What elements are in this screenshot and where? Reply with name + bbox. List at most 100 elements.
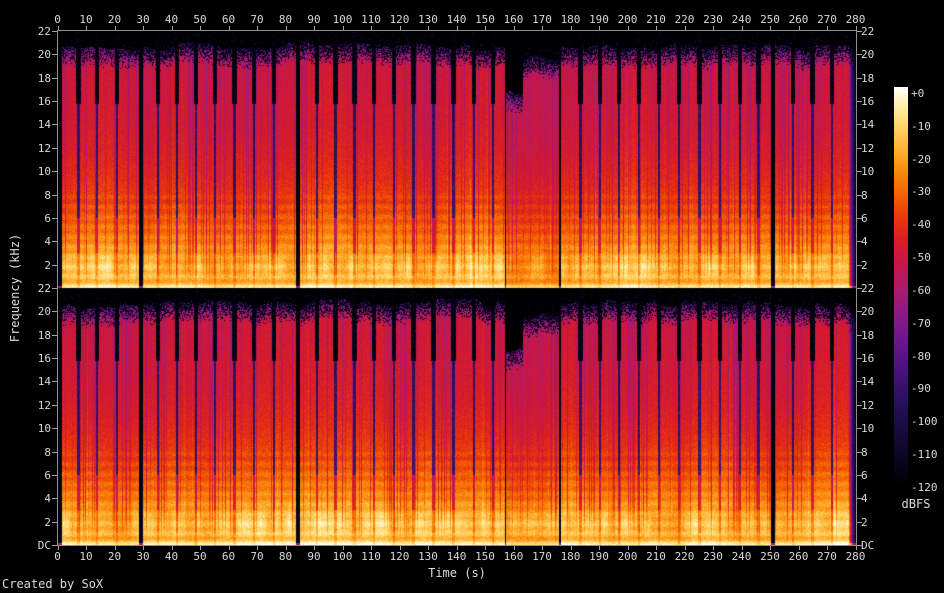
time-tick-mark: [143, 546, 144, 550]
time-tick-mark: [855, 26, 857, 30]
time-tick-label: 140: [446, 13, 467, 26]
colorbar-unit-label: dBFS: [901, 497, 931, 511]
time-tick-label: 190: [589, 550, 609, 563]
freq-tick-label: 10: [861, 165, 875, 179]
freq-tick-label: 14: [861, 375, 875, 389]
time-tick-mark: [371, 546, 372, 550]
time-tick-label: 250: [760, 550, 780, 563]
time-tick-label: 280: [845, 13, 866, 26]
time-tick-label: 120: [389, 13, 410, 26]
freq-tick-mark: [857, 194, 862, 196]
time-tick-mark: [114, 26, 116, 30]
colorbar-tick-label: -80: [911, 349, 931, 363]
time-tick-mark: [86, 26, 87, 30]
freq-tick-mark: [52, 77, 57, 79]
time-tick-mark: [485, 26, 486, 30]
freq-tick-mark: [857, 498, 862, 500]
time-tick-label: 280: [845, 550, 866, 563]
time-tick-label: 50: [193, 13, 207, 26]
spectrogram-canvas: [58, 31, 856, 545]
time-tick-mark: [713, 546, 714, 550]
colorbar-tick-label: -100: [911, 415, 938, 429]
time-tick-label: 20: [107, 550, 122, 563]
freq-tick-label: 12: [861, 398, 875, 412]
time-tick-label: 240: [731, 13, 752, 26]
freq-tick-mark: [52, 334, 57, 336]
freq-tick-label: 14: [861, 118, 875, 132]
time-tick-label: 100: [332, 13, 353, 26]
freq-tick-label: 20: [37, 48, 51, 62]
freq-tick-mark: [857, 288, 862, 289]
freq-tick-label: 2: [44, 515, 51, 529]
colorbar-tick-label: -120: [911, 480, 938, 494]
time-tick-mark: [656, 546, 657, 550]
time-tick-mark: [200, 546, 201, 550]
time-tick-mark: [143, 26, 144, 30]
freq-tick-label: 16: [861, 95, 875, 109]
freq-tick-label: 22: [37, 25, 51, 38]
freq-tick-label: 4: [44, 235, 51, 249]
time-tick-mark: [741, 546, 743, 550]
freq-tick-label: 8: [44, 188, 51, 202]
time-tick-mark: [798, 26, 800, 30]
time-tick-label: 10: [79, 550, 93, 563]
freq-tick-mark: [52, 147, 57, 149]
freq-tick-mark: [52, 381, 57, 383]
time-tick-mark: [428, 546, 429, 550]
colorbar-tick-label: -40: [911, 218, 931, 232]
freq-tick-mark: [52, 288, 57, 289]
colorbar-tick-label: -90: [911, 382, 931, 396]
freq-tick-label: 6: [44, 468, 51, 482]
freq-tick-mark: [52, 54, 57, 56]
time-tick-mark: [371, 26, 372, 30]
time-tick-mark: [257, 26, 258, 30]
freq-tick-mark: [52, 545, 57, 546]
freq-tick-label: 14: [37, 375, 51, 389]
time-tick-label: 150: [475, 550, 495, 563]
colorbar-tick-label: -10: [911, 119, 931, 133]
time-tick-label: 220: [674, 550, 695, 563]
time-tick-label: 140: [446, 550, 467, 563]
freq-tick-label: 2: [44, 258, 51, 272]
freq-tick-label: 22: [861, 25, 875, 38]
time-tick-mark: [86, 546, 87, 550]
time-tick-mark: [57, 26, 59, 30]
time-tick-mark: [257, 546, 258, 550]
time-tick-mark: [314, 546, 315, 550]
freq-tick-label: 6: [861, 468, 868, 482]
time-tick-label: 60: [221, 13, 236, 26]
time-tick-mark: [656, 26, 657, 30]
freq-tick-mark: [857, 147, 862, 149]
freq-axis-right-line: [856, 30, 857, 546]
freq-tick-label: 2: [861, 515, 868, 529]
freq-tick-mark: [857, 171, 862, 173]
time-tick-mark: [599, 26, 600, 30]
time-tick-mark: [627, 546, 629, 550]
time-tick-label: 50: [193, 550, 207, 563]
time-tick-label: 270: [817, 550, 837, 563]
time-tick-mark: [513, 26, 515, 30]
time-tick-mark: [542, 546, 543, 550]
time-tick-label: 170: [532, 13, 552, 26]
time-tick-label: 0: [54, 13, 61, 26]
time-tick-label: 260: [788, 13, 809, 26]
time-tick-mark: [770, 546, 771, 550]
time-tick-mark: [114, 546, 116, 550]
time-tick-mark: [485, 546, 486, 550]
freq-tick-label: 12: [37, 398, 51, 412]
time-tick-mark: [314, 26, 315, 30]
time-tick-label: 90: [307, 13, 321, 26]
time-tick-mark: [171, 26, 173, 30]
time-tick-mark: [542, 26, 543, 30]
time-axis-title: Time (s): [428, 566, 486, 580]
freq-tick-mark: [52, 124, 57, 126]
time-tick-mark: [570, 546, 572, 550]
freq-tick-mark: [52, 311, 57, 313]
time-tick-label: 130: [418, 550, 438, 563]
colorbar-tick-label: -60: [911, 283, 931, 297]
colorbar-tick-label: -50: [911, 251, 931, 265]
time-tick-label: 40: [164, 13, 179, 26]
freq-tick-mark: [52, 498, 57, 500]
freq-tick-label: 8: [861, 445, 868, 459]
time-tick-mark: [827, 26, 828, 30]
